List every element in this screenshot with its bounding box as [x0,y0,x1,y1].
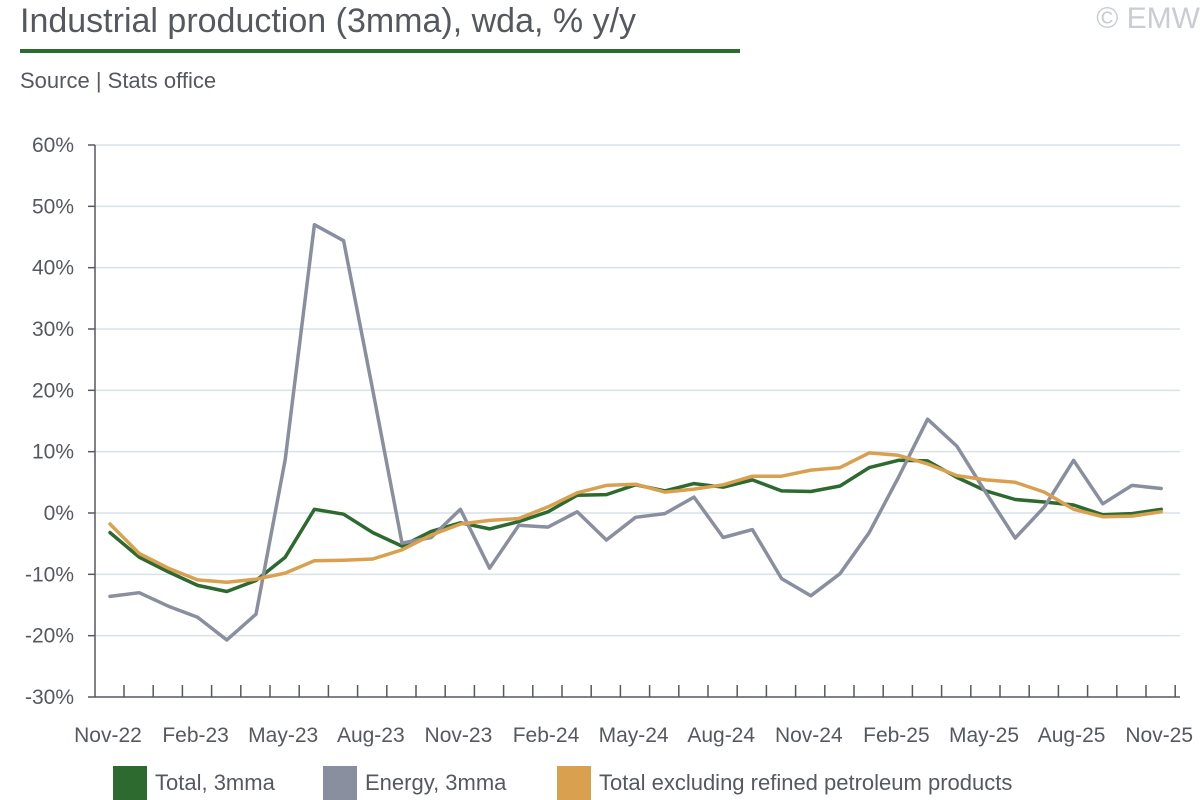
y-tick-label: 30% [32,318,74,341]
chart-title: Industrial production (3mma), wda, % y/y [20,2,637,40]
y-tick-label: 50% [32,195,74,218]
axes: 60% 50% 40% 30% 20% 10% 0% -10% -20% -30%Nov-22 Fe… [25,134,1193,747]
legend-swatch-total [113,766,147,800]
series-line-excl [108,451,1163,585]
legend-label-energy: Energy, 3mma [365,770,507,795]
chart-source: Source | Stats office [20,68,217,93]
y-tick-label: -10% [25,563,74,586]
series-line-energy [108,222,1163,642]
series-lines [108,222,1163,642]
x-tick-label: Aug-25 [1038,724,1106,747]
title-underline [20,49,740,53]
x-tick-label: Aug-24 [687,724,755,747]
copyright-watermark: © EMW [1096,2,1200,35]
y-tick-label: 0% [44,502,74,525]
legend-label-total: Total, 3mma [155,770,275,795]
legend-swatch-excl [557,766,591,800]
x-tick-label: Feb-23 [162,724,229,747]
x-tick-label: Nov-22 [74,724,142,747]
legend-item-energy: Energy, 3mma [323,766,506,800]
x-tick-label: Nov-23 [425,724,493,747]
x-tick-label: Feb-24 [513,724,580,747]
y-tick-label: 10% [32,441,74,464]
x-tick-label: Aug-23 [337,724,405,747]
legend-swatch-energy [323,766,357,800]
y-tick-label: 40% [32,257,74,280]
x-tick-label: Nov-24 [775,724,843,747]
x-tick-label: May-24 [599,724,669,747]
legend-item-excl: Total excluding refined petroleum produc… [557,766,1012,800]
legend: Total, 3mma Energy, 3mma Total excluding… [0,766,1200,800]
x-tick-label: Feb-25 [863,724,930,747]
gridlines [95,144,1180,637]
y-tick-label: -30% [25,686,74,709]
y-tick-label: 60% [32,134,74,157]
x-tick-label: May-23 [248,724,318,747]
y-tick-label: 20% [32,379,74,402]
legend-item-total: Total, 3mma [113,766,275,800]
x-tick-label: Nov-25 [1125,724,1193,747]
y-tick-label: -20% [25,625,74,648]
x-tick-label: May-25 [949,724,1019,747]
legend-label-excl: Total excluding refined petroleum produc… [599,770,1013,795]
